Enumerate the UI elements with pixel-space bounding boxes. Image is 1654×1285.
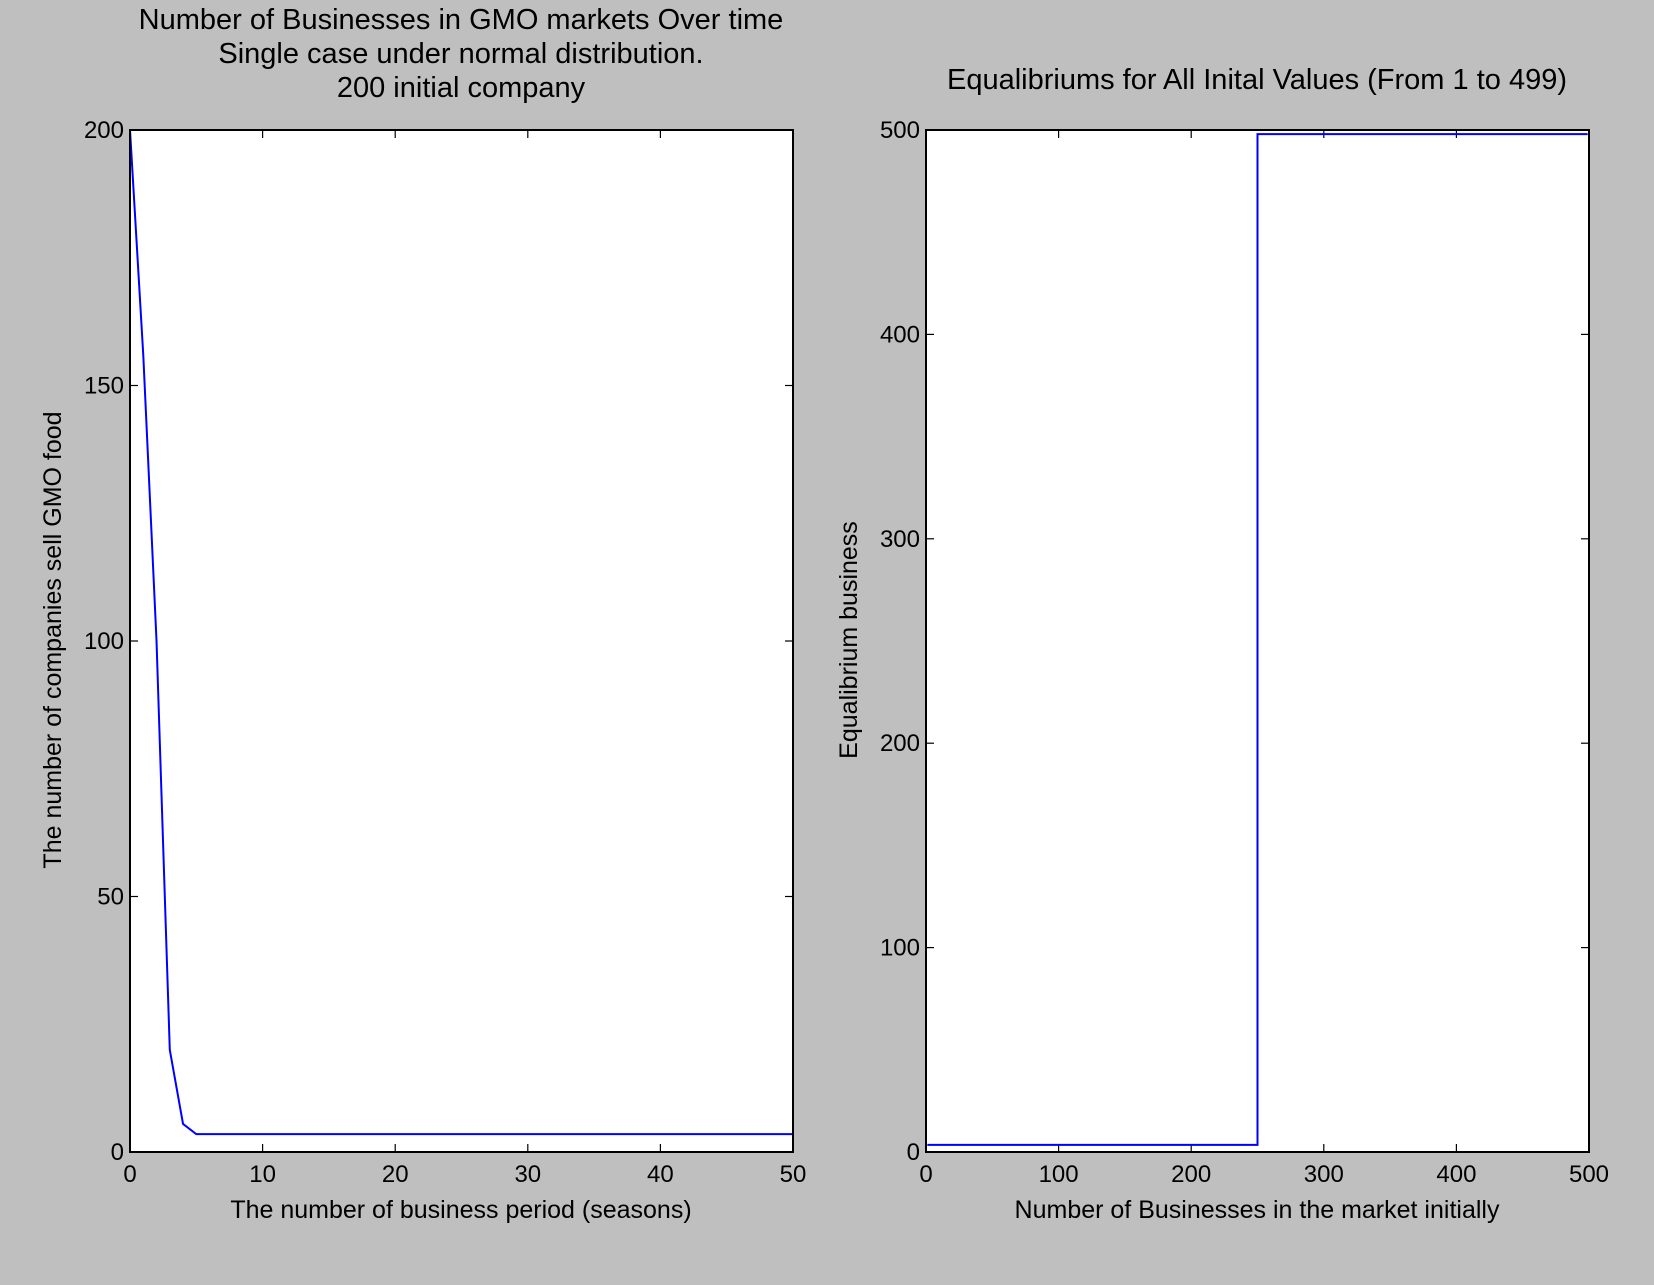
right-y-axis-label: Equalibrium business [835,521,863,759]
right-title: Equalibriums for All Inital Values (From… [947,64,1567,96]
right-x-axis-label: Number of Businesses in the market initi… [1015,1196,1500,1224]
left-plot-frame [129,129,794,1153]
right-chart: 0 100 200 300 400 500 0 100 200 300 400 500 Equalib… [835,64,1609,1224]
right-ytick-label: 0 [907,1139,920,1166]
left-ytick-label: 50 [97,884,124,911]
right-ytick-label: 300 [880,526,920,553]
left-title-line-2: Single case under normal distribution. [218,38,703,70]
right-xtick-label: 300 [1304,1161,1344,1188]
right-ytick-label: 200 [880,730,920,757]
left-ytick-label: 100 [84,628,124,655]
left-series-line [129,129,793,1136]
left-xtick-label: 50 [780,1161,807,1188]
left-xtick-label: 10 [249,1161,276,1188]
right-ytick-label: 100 [880,935,920,962]
left-xtick-label: 0 [123,1161,136,1188]
left-ytick-label: 150 [84,373,124,400]
left-xtick-label: 30 [514,1161,541,1188]
right-plot-frame [925,129,1590,1153]
left-plot-area [130,130,793,1152]
right-xtick-label: 200 [1171,1161,1211,1188]
left-ytick-label: 200 [84,117,124,144]
right-ticks: 0 100 200 300 400 500 0 100 200 300 400 500 [880,117,1609,1188]
left-ticks: 0 10 20 30 40 50 0 50 100 150 200 [84,117,806,1188]
right-xtick-label: 500 [1569,1161,1609,1188]
left-xtick-label: 40 [647,1161,674,1188]
right-xtick-label: 100 [1039,1161,1079,1188]
left-title-line-3: 200 initial company [337,72,586,104]
right-series-line [927,133,1588,1146]
left-xtick-label: 20 [382,1161,409,1188]
right-xtick-label: 400 [1436,1161,1476,1188]
right-xtick-label: 0 [919,1161,932,1188]
left-x-axis-label: The number of business period (seasons) [230,1196,691,1224]
right-ytick-label: 500 [880,117,920,144]
right-ytick-label: 400 [880,321,920,348]
left-title-line-1: Number of Businesses in GMO markets Over… [139,4,784,36]
left-y-axis-label: The number of companies sell GMO food [39,411,67,868]
left-ytick-label: 0 [111,1139,124,1166]
left-chart: 0 10 20 30 40 50 0 50 100 150 200 Number of Busine… [39,4,806,1224]
